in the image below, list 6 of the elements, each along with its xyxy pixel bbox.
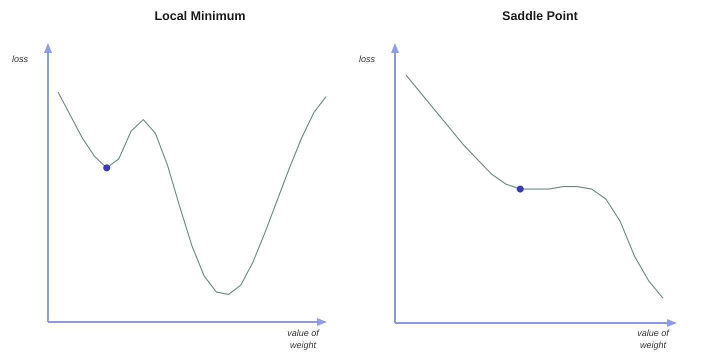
chart-title: Saddle Point bbox=[502, 9, 579, 23]
chart-title: Local Minimum bbox=[154, 9, 246, 23]
y-axis-title: loss bbox=[359, 54, 376, 64]
x-axis-title: value of weight bbox=[287, 328, 320, 350]
y-axis-title: loss bbox=[12, 54, 29, 64]
x-axis-title: value of weight bbox=[637, 328, 670, 350]
